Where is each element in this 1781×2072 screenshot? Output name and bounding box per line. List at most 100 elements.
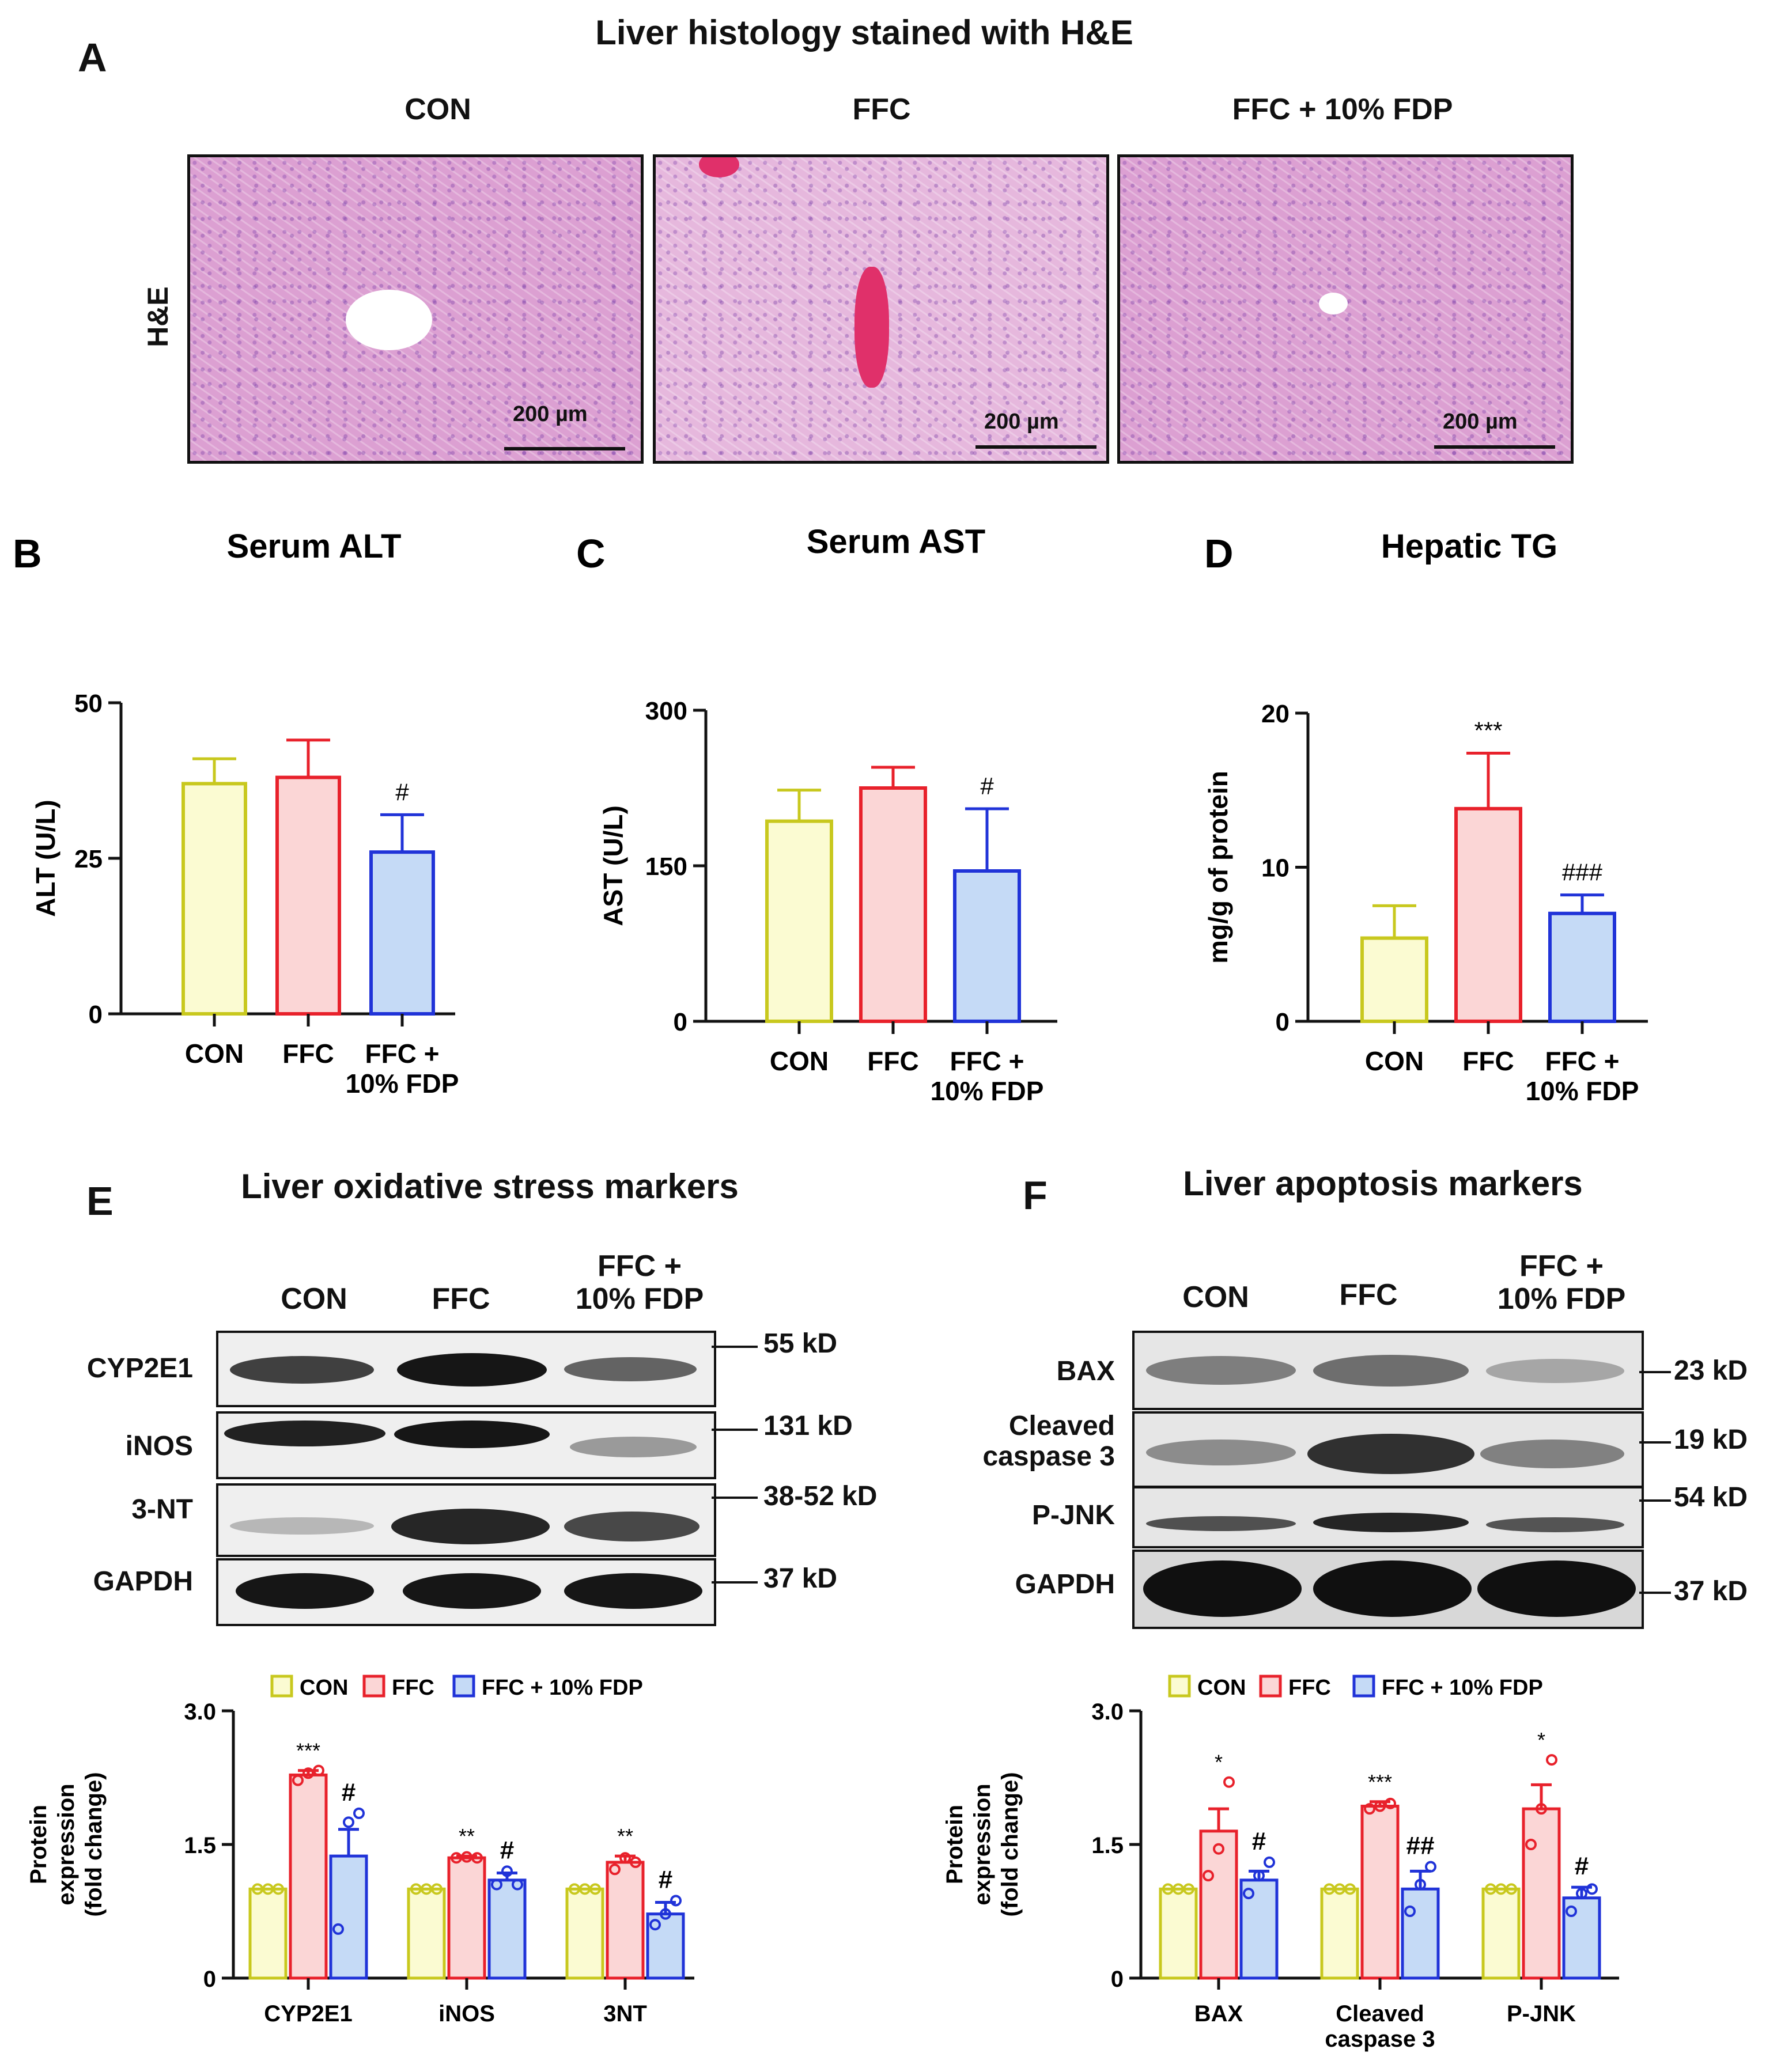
scale-bar-con (504, 447, 625, 450)
y-axis-label: AST (U/L) (598, 805, 628, 926)
panel-f-title: Liver apoptosis markers (1183, 1164, 1583, 1203)
scale-bar-ffc (975, 445, 1096, 449)
data-point (1536, 1803, 1547, 1815)
blot-e-kd-3nt: 38-52 kD (763, 1481, 878, 1512)
bar (181, 782, 247, 1016)
data-point (1183, 1883, 1194, 1895)
bar (289, 1773, 328, 1980)
x-tick-label: CYP2E1 (264, 2001, 352, 2026)
significance-label: ** (617, 1824, 633, 1848)
bar (1481, 1887, 1521, 1980)
data-point (1253, 1870, 1265, 1882)
data-point (302, 1767, 314, 1779)
y-tick-label: 300 (645, 697, 687, 725)
histology-row-label-text: H&E (142, 286, 174, 347)
central-vein (346, 290, 432, 350)
data-point (313, 1764, 324, 1776)
bar (1522, 1807, 1561, 1980)
band (1313, 1513, 1469, 1532)
significance-label: ** (459, 1824, 475, 1848)
legend-label: CON (300, 1676, 348, 1700)
blot-f-gapdh (1132, 1550, 1644, 1629)
significance-label: # (395, 778, 409, 805)
x-tick-label: FFC (867, 1046, 918, 1076)
blot-f-row-gapdh: GAPDH (1015, 1569, 1115, 1600)
chart-title: Hepatic TG (1381, 528, 1557, 565)
chart-hepatic-tg: D Hepatic TG mg/g of protein 0 10 20 CON FFC ***… (1203, 528, 1648, 1106)
data-point (343, 1816, 354, 1828)
histology-column-con: CON (404, 93, 471, 126)
legend-swatch (1352, 1675, 1375, 1698)
y-tick-label: 50 (74, 690, 103, 718)
significance-label: # (980, 772, 994, 800)
small-vein (1319, 293, 1348, 315)
y-tick-label: 0 (674, 1008, 687, 1036)
significance-label: *** (1474, 717, 1502, 744)
band (1313, 1355, 1469, 1387)
data-point (461, 1851, 472, 1863)
legend-swatch (1168, 1675, 1191, 1698)
kd-marker-line (712, 1346, 758, 1348)
band (564, 1512, 699, 1541)
y-tick-label: 10 (1261, 854, 1290, 882)
band (1146, 1356, 1296, 1385)
band (397, 1353, 547, 1387)
blot-e-lane-con: CON (281, 1282, 347, 1316)
chart-title: Serum ALT (227, 528, 402, 565)
legend-label: FFC + 10% FDP (1382, 1676, 1543, 1700)
kd-marker-line (1639, 1371, 1671, 1373)
panel-letter: B (13, 531, 42, 576)
blot-f-kd-pjnk: 54 kD (1674, 1482, 1748, 1513)
bar (1360, 936, 1428, 1023)
bar (248, 1887, 288, 1980)
data-point (501, 1865, 513, 1877)
data-point (1213, 1843, 1224, 1855)
data-point (1425, 1861, 1436, 1873)
data-point (1203, 1870, 1214, 1882)
data-point (471, 1852, 483, 1864)
data-point (1243, 1888, 1254, 1900)
data-point (660, 1908, 671, 1920)
blot-f-row-bax: BAX (1056, 1356, 1115, 1387)
legend-label: FFC (1288, 1676, 1331, 1700)
legend-swatch (270, 1675, 293, 1698)
band (1307, 1434, 1474, 1474)
band (236, 1573, 374, 1609)
data-point (353, 1807, 365, 1819)
blot-f-row-pjnk: P-JNK (1031, 1500, 1115, 1531)
band (230, 1356, 374, 1384)
data-point (273, 1883, 284, 1895)
bar (859, 786, 927, 1023)
data-point (609, 1863, 621, 1876)
data-point (1415, 1878, 1426, 1891)
blot-e-kd-gapdh: 37 kD (763, 1563, 838, 1594)
data-point (630, 1856, 641, 1868)
x-tick-label: iNOS (438, 2001, 495, 2026)
data-point (332, 1923, 344, 1935)
blot-e-kd-cyp2e1: 55 kD (763, 1328, 838, 1359)
band (1143, 1560, 1302, 1617)
data-point (1506, 1883, 1517, 1895)
bar (1199, 1829, 1238, 1980)
bar (606, 1861, 645, 1980)
panel-e-title: Liver oxidative stress markers (241, 1167, 739, 1206)
x-tick-label: 3NT (603, 2001, 647, 2026)
data-point (292, 1774, 304, 1786)
chart-serum-alt: B Serum ALT ALT (U/L) 0 25 50 CON FFC FFC +10% F… (13, 528, 459, 1098)
blot-e-row-gapdh: GAPDH (93, 1566, 193, 1597)
significance-label: *** (296, 1739, 320, 1763)
x-tick-label: CON (1365, 1046, 1424, 1076)
bar (646, 1912, 685, 1980)
blot-e-row-3nt: 3-NT (131, 1494, 193, 1525)
significance-label: ## (1406, 1832, 1435, 1860)
data-point (1586, 1883, 1598, 1895)
y-tick-label: 1.5 (184, 1833, 216, 1858)
data-point (431, 1883, 443, 1895)
x-tick-label: FFC +10% FDP (1526, 1046, 1639, 1106)
y-tick-label: 150 (645, 853, 687, 881)
y-tick-label: 3.0 (1091, 1699, 1124, 1725)
chart-serum-ast: C Serum AST AST (U/L) 0 150 300 CON FFC FFC +10%… (576, 523, 1057, 1106)
bar (953, 869, 1021, 1023)
data-point (451, 1852, 462, 1864)
y-tick-label: 0 (1276, 1008, 1290, 1036)
